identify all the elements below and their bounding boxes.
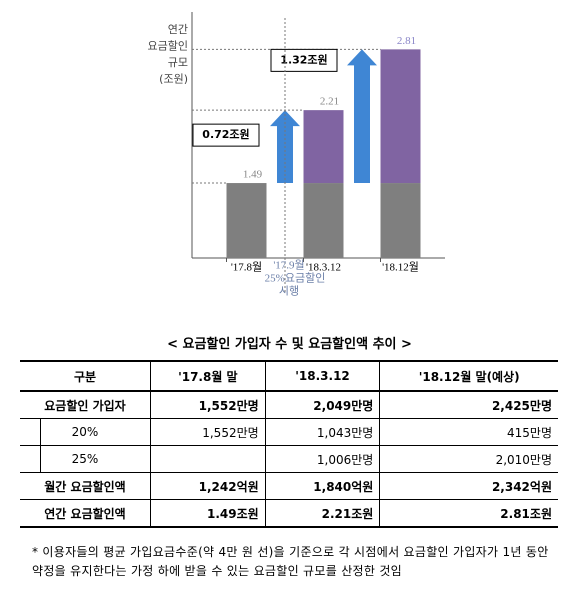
annotation: 시행 xyxy=(279,285,299,298)
table-row: 25% 1,006만명 2,010만명 xyxy=(20,445,558,473)
annotation: '17.9월 xyxy=(273,259,304,272)
table-cell: 2,010만명 xyxy=(379,445,558,473)
table-cell: 25% xyxy=(20,445,151,473)
y-axis-label: 요금할인 xyxy=(148,40,188,53)
annotation: 25%요금할인 xyxy=(265,272,326,285)
table-cell: 1,006만명 xyxy=(264,445,380,473)
table: 구분 '17.8월 말 '18.3.12'18.12월 말(예상) 요금할인 가입자 1… xyxy=(20,360,558,528)
y-axis-label: 규모 xyxy=(168,56,188,69)
x-tick-label: '18.12월 xyxy=(382,261,419,274)
table-cell: 1,242억원 xyxy=(150,472,266,500)
table-cell: 415만명 xyxy=(379,418,558,446)
table-cell: 2,342억원 xyxy=(379,472,558,500)
bar xyxy=(303,110,344,184)
header-cell: '18.12월 말(예상) xyxy=(379,360,558,392)
y-axis-label: (조원) xyxy=(159,73,188,86)
table-cell: 연간 요금할인액 xyxy=(20,499,151,528)
bar xyxy=(380,183,421,258)
annotation-box xyxy=(192,123,260,147)
table-row: 요금할인 가입자 1,552만명 2,049만명 2,425만명 xyxy=(20,390,558,419)
annotation: 1.32조원 xyxy=(280,52,327,66)
table-row: 월간 요금할인액 1,242억원 1,840억원 2,342억원 xyxy=(20,472,558,500)
footnote: * 이용자들의 평균 가입요금수준(약 4만 원 선)을 기준으로 각 시점에서… xyxy=(32,545,549,578)
table-cell: 1.49조원 xyxy=(150,499,266,528)
bar xyxy=(380,49,421,184)
arrow xyxy=(347,49,377,184)
table-title: < 요금할인 가입자 수 및 요금할인액 추이 > xyxy=(167,337,412,352)
table-cell: 1,552만명 xyxy=(150,390,266,419)
table-cell: 요금할인 가입자 xyxy=(20,390,151,419)
data-label: 1.49 xyxy=(243,169,263,181)
table-cell: 2,425만명 xyxy=(379,390,558,419)
y-axis-label: 연간 xyxy=(168,23,188,36)
header-cell: 구분 xyxy=(20,360,151,392)
table-cell xyxy=(150,445,266,473)
header-cell: '18.3.12 xyxy=(264,360,380,392)
annotation: 0.72조원 xyxy=(202,127,249,141)
table-cell: 20% xyxy=(20,418,151,446)
table-cell: 월간 요금할인액 xyxy=(20,472,151,500)
x-tick-label: '18.3.12 xyxy=(306,262,341,274)
x-tick-label: '17.8월 xyxy=(231,261,262,274)
bar xyxy=(303,183,344,258)
data-label: 2.81 xyxy=(397,35,416,47)
header-cell: '17.8월 말 xyxy=(150,360,266,392)
bar xyxy=(226,183,267,258)
data-label: 2.21 xyxy=(320,96,339,108)
table-row: 20% 1,552만명 1,043만명 415만명 xyxy=(20,418,558,446)
annotation-box xyxy=(270,48,338,72)
table-cell: 2.21조원 xyxy=(264,499,380,528)
table-cell: 1,840억원 xyxy=(264,472,380,500)
table-row: 연간 요금할인액 1.49조원 2.21조원 2.81조원 xyxy=(20,499,558,528)
table-cell: 1,552만명 xyxy=(150,418,266,446)
table-cell: 2.81조원 xyxy=(379,499,558,528)
table-cell: 2,049만명 xyxy=(264,390,380,419)
table-cell: 1,043만명 xyxy=(264,418,380,446)
